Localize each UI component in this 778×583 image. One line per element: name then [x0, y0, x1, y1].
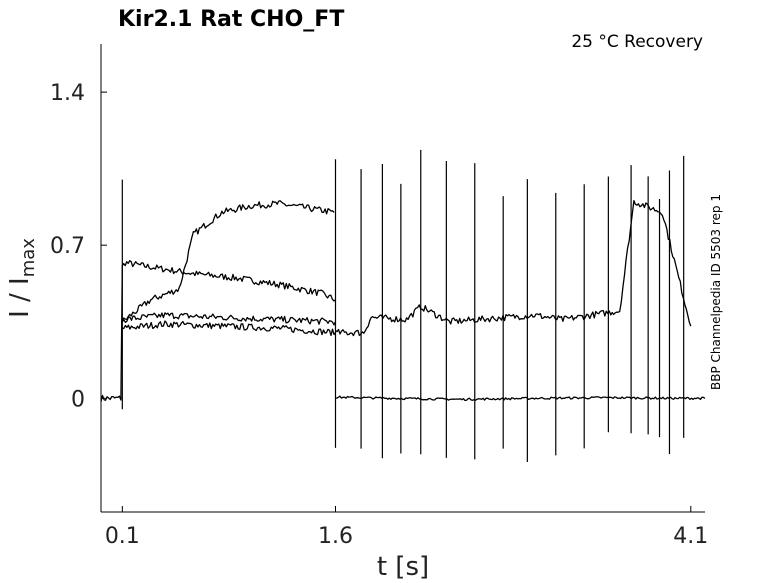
y-tick-label: 0	[71, 387, 85, 412]
y-ticks: 0 0.7 1.4	[50, 81, 107, 412]
current-trace-4	[121, 312, 337, 326]
chart-title: Kir2.1 Rat CHO_FT	[118, 7, 344, 32]
x-tick-label: 4.1	[673, 524, 708, 549]
pulse-spikes	[121, 149, 685, 462]
current-trace-1	[100, 260, 336, 402]
x-ticks: 0.1 1.6 4.1	[105, 506, 708, 549]
y-tick-label: 1.4	[50, 81, 85, 106]
y-axis-label-main: I / I	[5, 277, 35, 318]
x-tick-label: 0.1	[105, 524, 140, 549]
y-axis-label-sub: max	[18, 238, 39, 278]
current-trace-6	[335, 395, 706, 402]
traces	[100, 199, 706, 402]
y-tick-label: 0.7	[50, 234, 85, 259]
current-trace-5	[335, 199, 692, 337]
x-tick-label: 1.6	[318, 524, 353, 549]
x-axis-label: t [s]	[377, 552, 429, 582]
current-trace-3	[122, 320, 336, 337]
channelpedia-id-label: BBP Channelpedia ID 5503 rep 1	[709, 194, 723, 390]
condition-annotation: 25 °C Recovery	[571, 32, 703, 52]
y-axis-label: I / Imax	[5, 238, 39, 318]
current-trace-2	[121, 200, 335, 323]
